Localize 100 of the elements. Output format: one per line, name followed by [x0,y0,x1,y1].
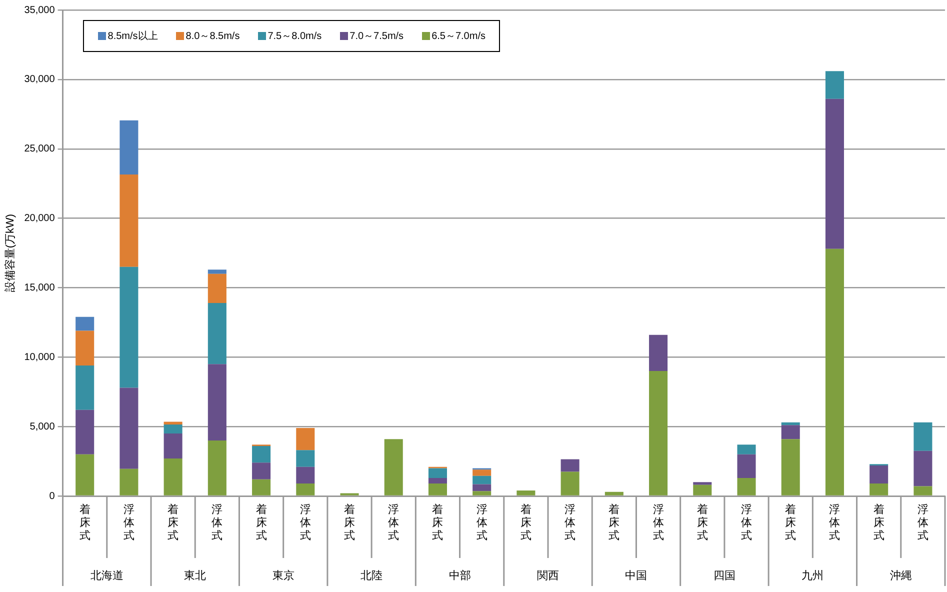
bar [208,270,226,274]
bar [76,365,94,410]
bar [208,274,226,303]
bar [76,316,94,331]
bar [516,490,536,496]
bar [296,450,315,467]
y-axis-title: 設備容量(万kW) [4,214,17,292]
bar [120,120,138,175]
x-tick-label: 浮体式 [299,504,312,543]
text: 沖縄 [890,569,912,583]
bar [825,98,844,249]
bar [252,462,271,480]
x-tick-label: 浮体式 [652,504,664,543]
legend-label: 7.0～7.5m/s [348,30,404,43]
text: 北陸 [360,569,383,583]
x-tick-label: 浮体式 [476,504,488,543]
x-tick-label: 着床式 [872,504,885,543]
x-tick-label: 着床式 [255,504,268,543]
legend-label: 8.0～8.5m/s [184,30,240,43]
bar [164,422,182,424]
bar [825,248,844,496]
bar [76,454,94,496]
bar [472,476,492,484]
bar [252,446,271,463]
legend-label: 6.5～7.0m/s [430,30,486,43]
text: 東北 [184,569,206,583]
x-tick-label: 浮体式 [828,504,841,543]
legend-label: 7.5～8.0m/s [266,30,322,43]
y-tick-label: 35,000 [24,4,56,16]
bar [164,434,182,459]
bar [384,439,403,496]
bar [472,491,492,496]
bar [737,444,756,454]
bar [604,492,624,496]
x-tick-label: 浮体式 [122,504,135,543]
bar [649,371,668,496]
bar [208,364,226,440]
y-tick-label: 10,000 [24,352,56,363]
x-tick-label: 着床式 [78,504,91,543]
bar [428,484,447,496]
text: 東京 [272,568,294,583]
y-tick-label: 0 [49,490,56,502]
bar [560,472,580,496]
bar [649,334,668,372]
y-tick-label: 5,000 [30,421,56,432]
x-tick-label: 着床式 [432,504,444,543]
text: 中部 [448,568,471,583]
bar [472,484,492,492]
x-tick-label: 浮体式 [211,504,224,543]
bar [870,484,888,496]
bar [76,330,94,366]
text: 北海道 [90,569,124,583]
x-tick-label: 浮体式 [916,504,929,543]
bar [428,478,447,484]
bar [781,425,800,440]
bar [781,422,800,426]
bar [914,422,932,451]
bar [428,468,447,478]
x-tick-label: 着床式 [344,504,356,543]
bar [120,266,138,388]
text: 関西 [537,569,559,583]
y-tick-label: 15,000 [24,282,56,294]
x-tick-label: 浮体式 [388,504,400,543]
x-tick-label: 着床式 [696,504,708,543]
bar [252,479,271,496]
bar [208,440,226,496]
bar [781,439,800,496]
bar [296,484,315,496]
x-tick-label: 着床式 [784,504,797,543]
bar [120,468,138,496]
y-tick-label: 30,000 [24,74,56,86]
bar [914,450,932,486]
x-tick-label: 浮体式 [564,504,576,543]
x-tick-label: 着床式 [520,504,532,543]
bar [737,478,756,496]
x-tick-label: 着床式 [608,504,620,543]
bar [296,428,315,450]
legend-label: 8.5m/s以上 [106,30,158,43]
bar [870,465,888,484]
text: 九州 [802,569,824,583]
y-tick-label: 20,000 [24,213,56,224]
bar [120,388,138,469]
bar [914,486,932,496]
bar [120,174,138,267]
y-tick-label: 25,000 [24,144,56,155]
bar [825,71,844,99]
bar [693,484,712,496]
bar [737,454,756,478]
bar [296,466,315,484]
bar [560,459,580,472]
bar [693,482,712,485]
bar [164,458,182,496]
x-tick-label: 浮体式 [740,504,752,543]
bar [76,410,94,454]
bar [472,470,492,476]
x-tick-label: 着床式 [167,504,180,543]
bar [208,302,226,364]
text: 四国 [713,569,736,583]
text: 中国 [625,569,648,583]
bar [164,424,182,434]
